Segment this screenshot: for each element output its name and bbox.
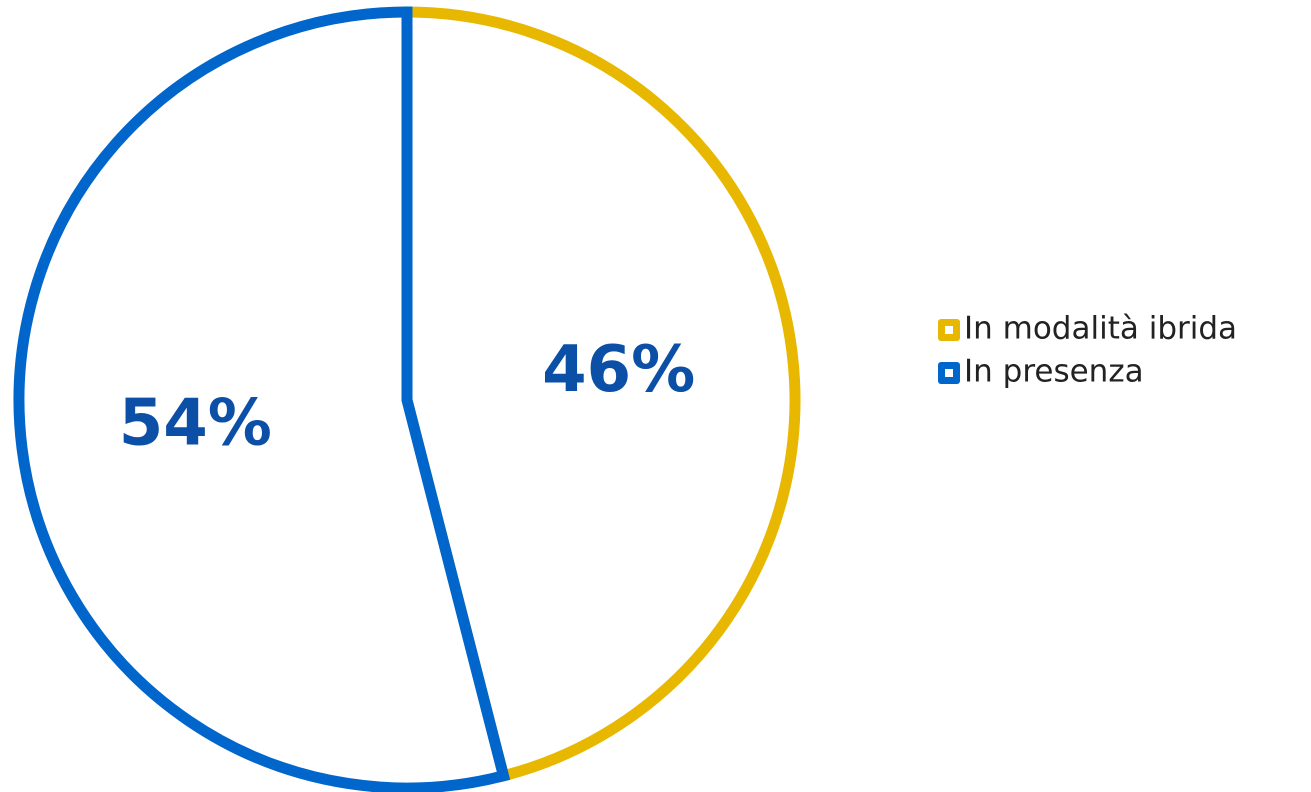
pie-slice-label-1: 46% — [542, 333, 695, 407]
legend-swatch-inner — [945, 326, 953, 334]
pie-slices — [13, 6, 801, 792]
pie-slice-labels: 46% 54% — [119, 333, 696, 460]
pie-slice-1 — [401, 6, 801, 783]
chart-legend: In modalità ibrida In presenza — [938, 311, 1237, 390]
legend-label: In presenza — [964, 354, 1144, 390]
legend-label: In modalità ibrida — [964, 311, 1237, 347]
pie-slice-2 — [13, 6, 511, 792]
legend-item-1: In modalità ibrida — [938, 311, 1237, 347]
legend-swatch-inner — [945, 369, 953, 377]
legend-item-2: In presenza — [938, 354, 1144, 390]
pie-slice-label-2: 54% — [119, 386, 272, 460]
